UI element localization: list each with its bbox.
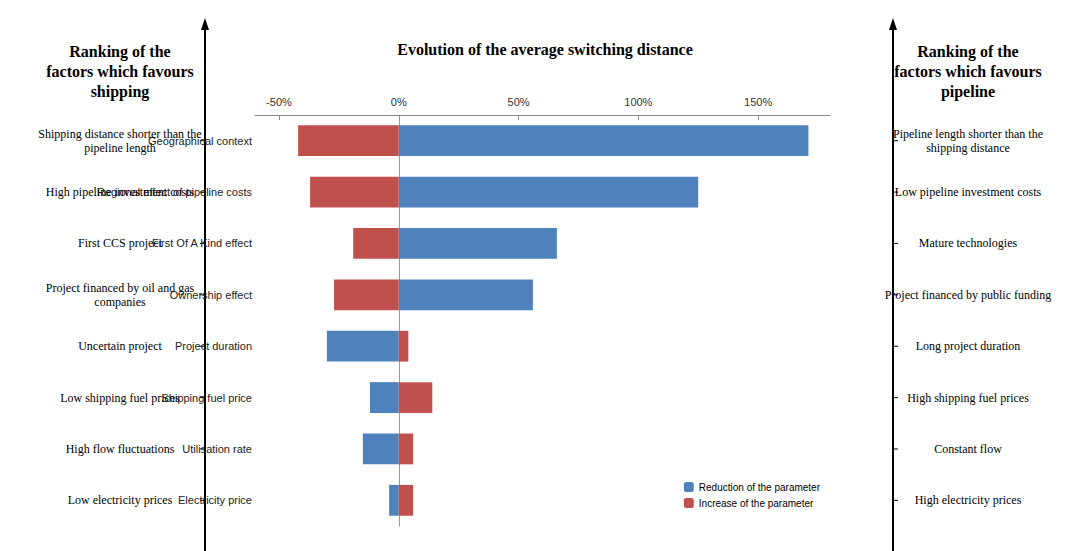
svg-text:Utilisation rate: Utilisation rate	[182, 443, 252, 455]
svg-text:Evolution of the average switc: Evolution of the average switching dista…	[397, 41, 693, 59]
svg-text:0%: 0%	[391, 96, 407, 108]
svg-text:Increase of the parameter: Increase of the parameter	[699, 498, 814, 509]
svg-text:Project duration: Project duration	[175, 340, 252, 352]
svg-text:First Of A Kind effect: First Of A Kind effect	[152, 237, 252, 249]
svg-text:-50%: -50%	[266, 96, 292, 108]
svg-text:100%: 100%	[624, 96, 652, 108]
svg-text:50%: 50%	[508, 96, 530, 108]
svg-text:150%: 150%	[744, 96, 772, 108]
svg-text:Electricity price: Electricity price	[178, 494, 252, 506]
svg-text:Reduction of the parameter: Reduction of the parameter	[699, 482, 821, 493]
